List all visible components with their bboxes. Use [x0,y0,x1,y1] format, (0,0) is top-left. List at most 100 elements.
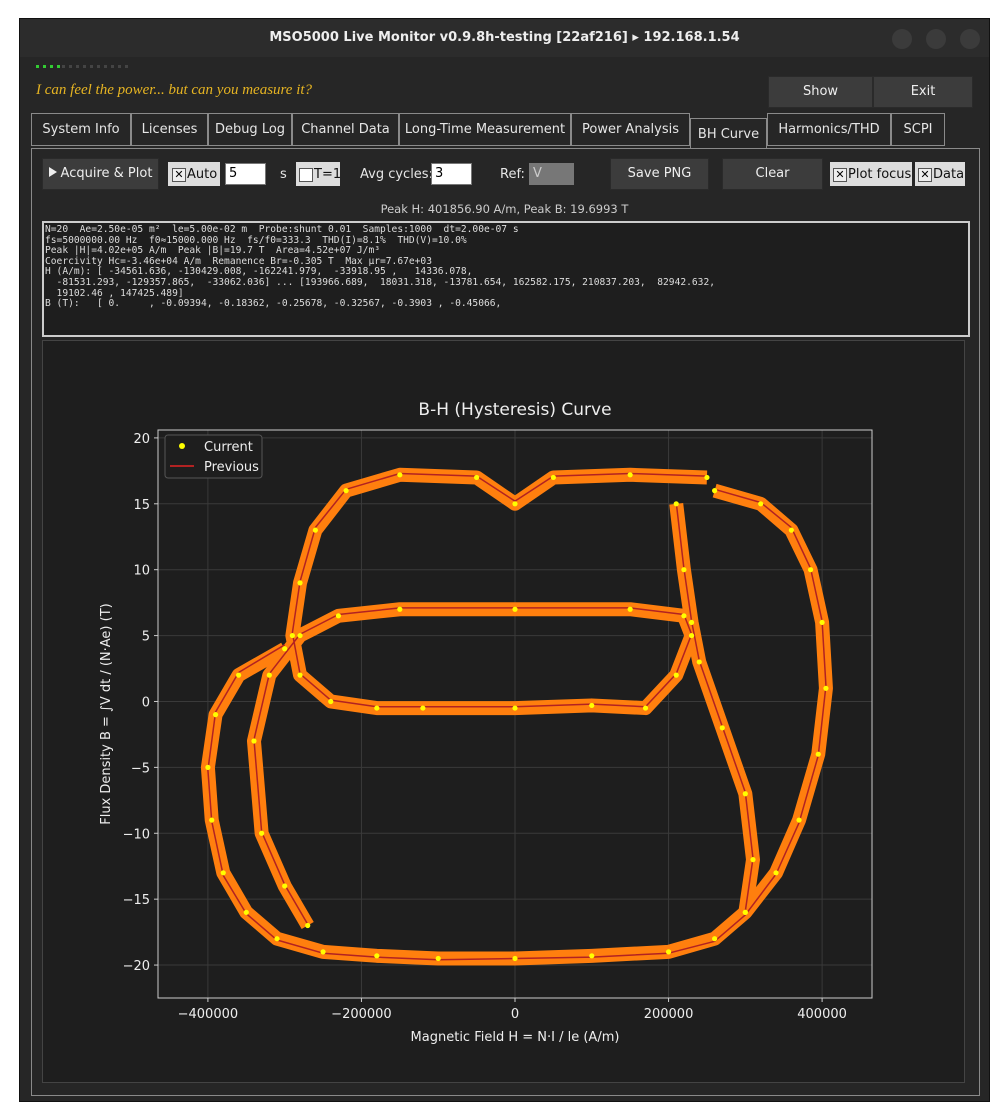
point [297,580,303,586]
point [474,474,480,481]
ref-label: Ref: [500,167,525,182]
tab[interactable]: BH Curve [690,118,767,149]
x-tick-label: 0 [511,1007,519,1022]
tab-panel [31,148,980,1096]
point [589,702,595,709]
point [312,527,318,533]
x-tick-label: 200000 [644,1007,694,1022]
log-line: N=20 Ae=2.50e-05 m² le=5.00e-02 m Probe:… [45,224,519,235]
status-dots-off [62,65,132,68]
show-button[interactable]: Show [768,76,873,108]
y-tick-label: −5 [131,761,150,776]
tab[interactable]: Channel Data [292,113,399,146]
y-tick-label: 10 [133,564,150,579]
data-checkbox[interactable]: ✕ [918,168,932,182]
y-tick-label: 20 [133,432,150,447]
legend-box [164,434,263,479]
tab[interactable]: Licenses [131,113,208,146]
maximize-button[interactable] [926,29,946,49]
app-window: MSO5000 Live Monitor v0.9.8h-testing [22… [19,18,990,1102]
tab[interactable]: Power Analysis [571,113,690,146]
point [289,632,295,639]
point [305,922,311,929]
point [236,672,242,678]
t1-label: T=1 [314,167,342,182]
log-box: N=20 Ae=2.50e-05 m² le=5.00e-02 m Probe:… [42,221,970,337]
log-line: B (T): [ 0. , -0.09394, -0.18362, -0.256… [45,298,502,310]
point [750,857,756,863]
point [773,870,779,876]
tab[interactable]: Debug Log [208,113,292,146]
point [627,606,633,612]
auto-checkbox[interactable]: ✕ [172,168,186,182]
point [374,953,380,959]
point [681,567,687,573]
point [282,883,288,889]
point [704,474,710,481]
y-tick-label: 0 [142,695,150,710]
point [328,698,334,705]
point [712,936,718,942]
point [209,817,215,823]
point [397,606,403,612]
y-tick-label: −10 [123,827,150,842]
point [688,632,695,639]
point [282,646,288,652]
t1-checkbox[interactable] [299,168,313,182]
point [259,830,265,836]
close-button[interactable] [960,29,980,49]
plot-frame [157,429,873,999]
point [681,613,687,619]
tab[interactable]: Long-Time Measurement [399,113,571,146]
point [320,949,326,955]
log-line: -81531.293, -129357.865, -33062.036] ...… [45,276,716,288]
point [742,791,748,797]
log-line: fs=5000000.00 Hz f0≈15000.000 Hz fs/f0=3… [45,234,467,246]
point [297,632,303,639]
log-line: Peak |H|=4.02e+05 A/m Peak |B|=19.7 T Ar… [45,245,381,257]
avg-input[interactable]: 3 [431,163,472,185]
tab[interactable]: Harmonics/THD [767,113,891,146]
point [205,764,211,770]
plot-focus-label: Plot focus [848,167,912,182]
y-tick-label: 5 [142,630,150,645]
point [420,705,426,711]
avg-label: Avg cycles: [360,167,433,182]
peak-text: Peak H: 401856.90 A/m, Peak B: 19.6993 T [380,202,629,216]
x-tick-label: −400000 [178,1007,239,1022]
point [758,501,764,507]
auto-label: Auto [187,167,218,182]
point [673,501,679,507]
x-axis-label: Magnetic Field H = N·I / le (A/m) [411,1030,620,1045]
point [335,613,342,619]
point [512,705,518,711]
series-line [253,472,707,925]
play-icon [48,167,57,177]
point [696,659,702,665]
tab[interactable]: SCPI [891,113,945,146]
point [796,817,802,823]
point [819,619,825,626]
auto-input[interactable]: 5 [225,163,266,185]
data-label: Data [933,167,965,182]
acquire-button[interactable]: Acquire & Plot [42,158,159,190]
clear-button[interactable]: Clear [722,158,823,190]
point [589,953,595,959]
series-line [246,467,708,930]
minimize-button[interactable] [892,29,912,49]
window-title: MSO5000 Live Monitor v0.9.8h-testing [22… [20,19,989,57]
exit-button[interactable]: Exit [873,76,973,108]
acquire-label: Acquire & Plot [60,166,153,181]
y-axis-label: Flux Density B = ∫V dt / (N·Ae) (T) [99,603,114,824]
point [815,751,821,757]
plot-focus-checkbox[interactable]: ✕ [833,168,847,182]
point [712,488,718,494]
ref-select[interactable]: V [529,163,574,185]
point [212,712,219,718]
save-button[interactable]: Save PNG [610,158,709,190]
point [435,955,441,962]
point [220,870,226,876]
point [512,955,518,962]
tab[interactable]: System Info [31,113,131,146]
